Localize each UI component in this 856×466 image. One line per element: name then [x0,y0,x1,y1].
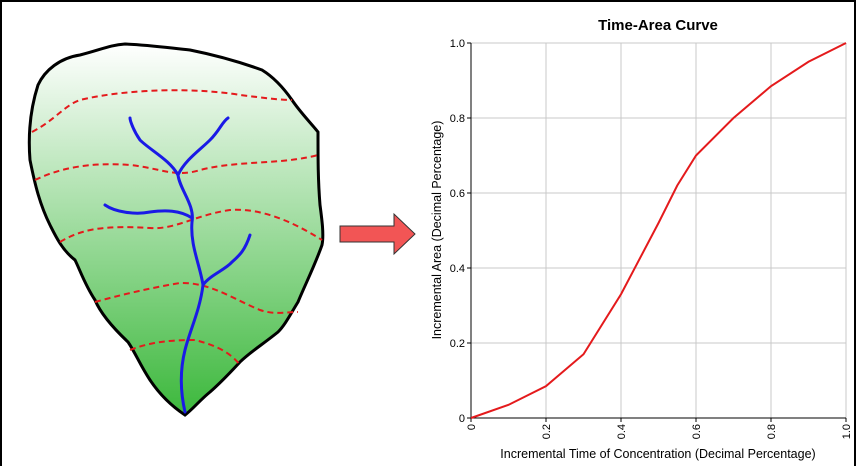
chart-title: Time-Area Curve [598,17,718,34]
curve [470,42,847,419]
x-tick-label: 0.8 [766,424,778,439]
y-tick-label: 0.8 [450,113,465,125]
x-tick-label: 0.2 [541,424,553,439]
y-tick-label: 0.6 [450,188,465,200]
x-tick-label: 0.4 [616,424,628,439]
watershed-illustration [27,42,325,417]
arrow [339,212,416,256]
y-tick-label: 1.0 [450,38,465,50]
y-tick-label: 0.2 [450,338,465,350]
x-tick-label: 0.6 [691,424,703,439]
y-tick-label: 0.4 [450,263,465,275]
x-tick-label: 0 [466,424,478,430]
y-tick-label: 0 [459,413,465,425]
x-axis-label: Incremental Time of Concentration (Decim… [500,447,815,461]
y-axis-label: Incremental Area (Decimal Percentage) [430,121,444,340]
x-tick-label: 1.0 [841,424,853,439]
